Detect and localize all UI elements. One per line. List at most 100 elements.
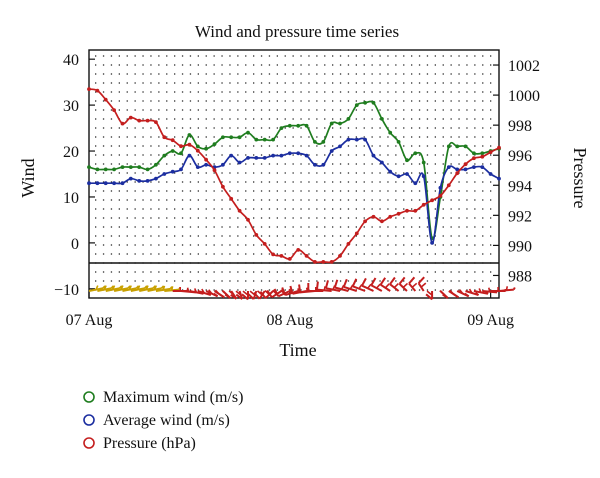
- wind-barb-feather: [152, 285, 157, 289]
- series-point-average-wind-m-s: [313, 162, 317, 167]
- wind-barb-feather: [367, 283, 372, 289]
- series-point-average-wind-m-s: [95, 181, 100, 186]
- series-point-maximum-wind-m-s: [321, 140, 326, 144]
- wind-barb-feather: [193, 288, 198, 293]
- series-point-pressure-hpa: [95, 88, 100, 93]
- series-point-pressure-hpa: [120, 121, 125, 126]
- wind-barb-feather: [266, 289, 273, 298]
- wind-barb-feather: [289, 285, 294, 295]
- wind-barb-feather: [488, 287, 491, 292]
- wind-barb: [379, 277, 391, 292]
- y-right-tick-label: 998: [508, 118, 532, 135]
- wind-barb-feather: [207, 291, 212, 296]
- wind-barb-feather: [170, 286, 174, 291]
- series-point-maximum-wind-m-s: [388, 130, 393, 135]
- series-point-pressure-hpa: [154, 120, 158, 124]
- wind-barb-feather: [384, 283, 390, 289]
- series-point-average-wind-m-s: [279, 153, 284, 158]
- wind-barb-feather: [162, 285, 166, 291]
- wind-barb-feather: [474, 291, 480, 296]
- series-point-average-wind-m-s: [321, 162, 326, 167]
- wind-barb: [241, 290, 249, 301]
- series-point-pressure-hpa: [254, 233, 259, 237]
- series-point-pressure-hpa: [112, 108, 116, 112]
- series-point-average-wind-m-s: [463, 167, 468, 172]
- series-point-maximum-wind-m-s: [246, 130, 250, 135]
- wind-barb-feather: [375, 283, 381, 289]
- legend-marker: [83, 391, 95, 403]
- series-point-pressure-hpa: [472, 156, 476, 161]
- wind-barb: [228, 290, 238, 300]
- series-point-average-wind-m-s: [287, 151, 292, 156]
- y-left-tick-label: 0: [71, 236, 79, 253]
- wind-barb: [105, 285, 123, 292]
- legend-label: Average wind (m/s): [103, 412, 230, 429]
- series-point-maximum-wind-m-s: [455, 144, 460, 149]
- wind-barb: [465, 288, 480, 297]
- wind-barb: [456, 289, 470, 298]
- series-point-maximum-wind-m-s: [446, 144, 451, 149]
- plot-area: −10 0 10 20 30 40 988 990 992 994 996 998 1000 1002 07…: [54, 49, 540, 329]
- wind-barb-feather: [228, 290, 235, 296]
- series-point-pressure-hpa: [271, 252, 275, 257]
- y-left-label: Wind: [18, 158, 38, 197]
- series-point-pressure-hpa: [346, 242, 351, 246]
- series-point-pressure-hpa: [246, 217, 250, 222]
- wind-barb-feather: [120, 285, 124, 290]
- series-point-average-wind-m-s: [145, 179, 150, 183]
- y-left-tick-label: 20: [63, 144, 79, 161]
- series-point-average-wind-m-s: [237, 160, 242, 165]
- wind-barb-feather: [259, 290, 267, 299]
- wind-barb-feather: [425, 293, 433, 301]
- wind-barb-feather: [342, 278, 348, 288]
- wind-barb-feather: [201, 288, 205, 294]
- wind-barb-feather: [153, 285, 158, 290]
- wind-barb-feather: [110, 285, 115, 289]
- wind-barb: [122, 285, 140, 292]
- wind-barb-feather: [439, 290, 445, 296]
- series-point-pressure-hpa: [145, 118, 150, 123]
- series-point-pressure-hpa: [354, 231, 359, 236]
- series-point-average-wind-m-s: [338, 144, 342, 149]
- wind-barb-feather: [224, 293, 231, 299]
- wind-barb-feather: [512, 287, 516, 291]
- series-point-average-wind-m-s: [170, 169, 175, 174]
- wind-barb-shaft: [370, 284, 383, 292]
- x-tick-label: 07 Aug: [66, 312, 113, 329]
- series-point-maximum-wind-m-s: [472, 151, 476, 156]
- series-point-maximum-wind-m-s: [128, 165, 133, 170]
- wind-barb-feather: [213, 292, 219, 298]
- wind-barb-shaft: [316, 288, 332, 292]
- series-point-pressure-hpa: [137, 118, 142, 123]
- series-point-maximum-wind-m-s: [95, 167, 100, 172]
- wind-barb-feather: [478, 288, 482, 293]
- series-point-maximum-wind-m-s: [212, 142, 217, 147]
- wind-barb-shaft: [105, 287, 120, 292]
- series-point-pressure-hpa: [212, 168, 217, 173]
- wind-barb-shaft: [380, 283, 391, 292]
- wind-barb-feather: [208, 289, 213, 295]
- wind-barb-feather: [389, 276, 396, 285]
- wind-barb-feather: [298, 284, 302, 293]
- wind-barb-shaft: [325, 287, 341, 292]
- series-point-average-wind-m-s: [137, 179, 142, 183]
- series-point-average-wind-m-s: [421, 174, 426, 179]
- series-point-maximum-wind-m-s: [162, 153, 167, 158]
- series-point-average-wind-m-s: [497, 176, 501, 181]
- series-point-average-wind-m-s: [329, 149, 334, 153]
- series-point-pressure-hpa: [421, 202, 426, 207]
- series-point-maximum-wind-m-s: [229, 135, 234, 140]
- wind-barb: [235, 290, 244, 300]
- y-left-tick-label: 30: [63, 98, 79, 115]
- series-point-average-wind-m-s: [254, 156, 259, 160]
- series-point-pressure-hpa: [413, 208, 418, 213]
- wind-barb-feather: [411, 282, 418, 288]
- series-point-pressure-hpa: [170, 138, 175, 143]
- series-point-pressure-hpa: [388, 214, 393, 219]
- wind-barb-shaft: [139, 287, 154, 292]
- series-point-maximum-wind-m-s: [145, 167, 150, 172]
- wind-barb: [205, 289, 219, 298]
- series-point-pressure-hpa: [162, 135, 167, 140]
- wind-barb: [139, 285, 157, 292]
